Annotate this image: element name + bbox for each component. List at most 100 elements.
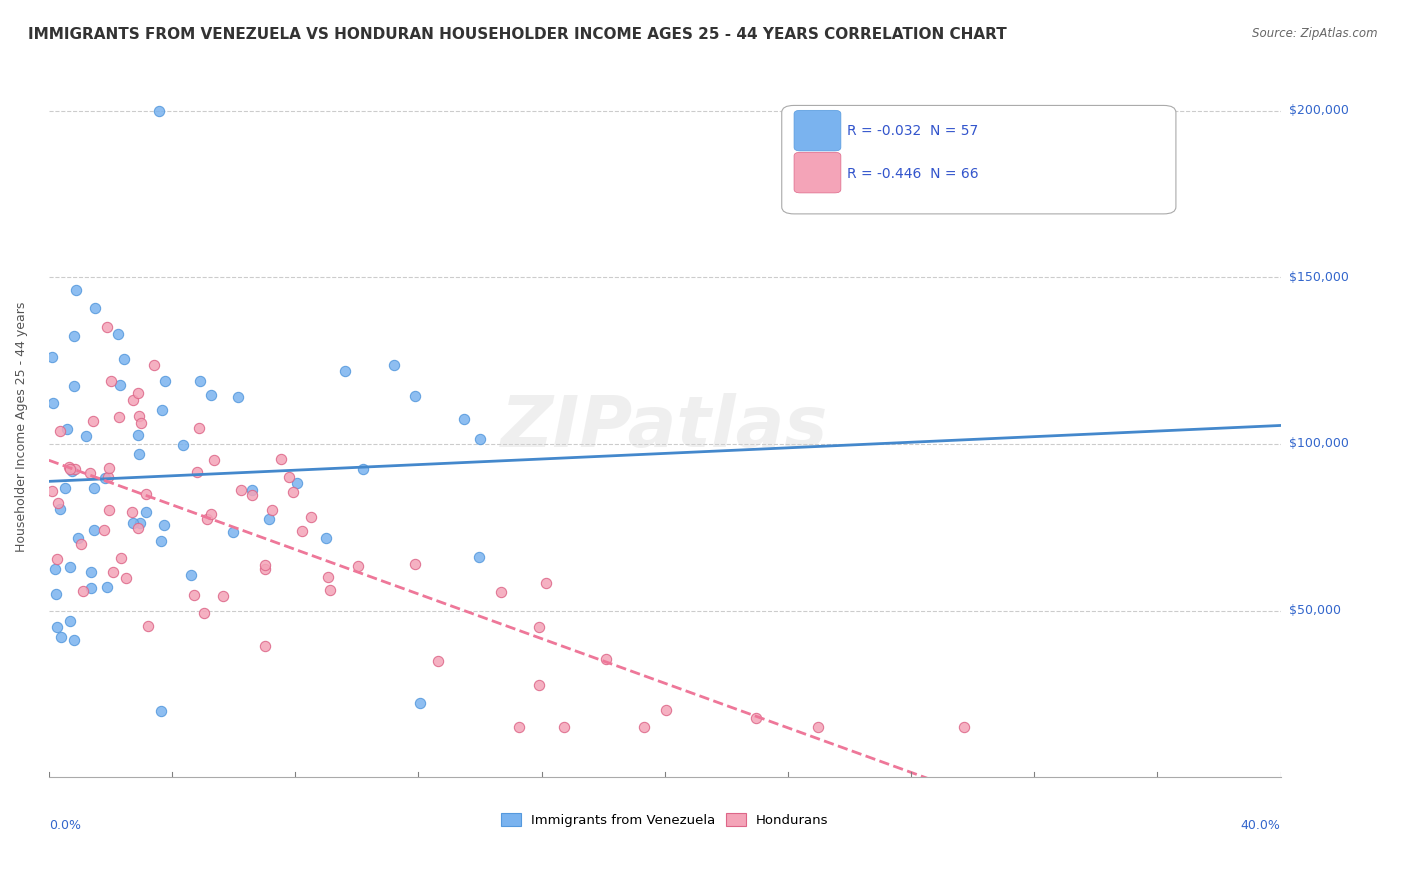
Hondurans bbox=[508, 720, 530, 734]
Text: 0.0%: 0.0% bbox=[49, 819, 80, 832]
Hondurans bbox=[128, 409, 150, 424]
Hondurans bbox=[183, 589, 205, 603]
Hondurans bbox=[122, 393, 145, 408]
Venezuela bbox=[53, 481, 76, 495]
Venezuela bbox=[127, 428, 149, 442]
Venezuela bbox=[59, 614, 82, 628]
Venezuela bbox=[80, 565, 103, 579]
Venezuela bbox=[190, 374, 212, 388]
Legend: Immigrants from Venezuela, Hondurans: Immigrants from Venezuela, Hondurans bbox=[494, 806, 835, 833]
Hondurans bbox=[186, 465, 208, 479]
Hondurans bbox=[46, 496, 69, 510]
Hondurans bbox=[97, 502, 120, 516]
Venezuela bbox=[180, 567, 202, 582]
Hondurans bbox=[59, 462, 82, 476]
Hondurans bbox=[200, 508, 222, 522]
Hondurans bbox=[93, 524, 115, 538]
Venezuela bbox=[470, 432, 492, 446]
Hondurans bbox=[291, 524, 314, 539]
Venezuela bbox=[135, 505, 157, 519]
Hondurans bbox=[108, 409, 131, 424]
Hondurans bbox=[82, 414, 104, 428]
Venezuela bbox=[226, 390, 249, 404]
Venezuela bbox=[83, 481, 105, 495]
Hondurans bbox=[41, 483, 63, 498]
Hondurans bbox=[807, 720, 830, 734]
Hondurans bbox=[655, 703, 678, 717]
Hondurans bbox=[633, 720, 655, 734]
Hondurans bbox=[121, 505, 143, 519]
Venezuela bbox=[221, 524, 243, 539]
Venezuela bbox=[62, 633, 84, 648]
Hondurans bbox=[188, 421, 211, 435]
Venezuela bbox=[75, 429, 97, 443]
Hondurans bbox=[193, 606, 215, 620]
Hondurans bbox=[127, 386, 149, 401]
Y-axis label: Householder Income Ages 25 - 44 years: Householder Income Ages 25 - 44 years bbox=[15, 302, 28, 552]
Hondurans bbox=[262, 503, 284, 517]
Hondurans bbox=[281, 485, 304, 500]
Venezuela bbox=[83, 523, 105, 537]
Hondurans bbox=[299, 510, 322, 524]
Venezuela bbox=[60, 464, 83, 478]
Venezuela bbox=[107, 326, 129, 341]
Hondurans bbox=[69, 536, 91, 550]
Venezuela bbox=[44, 562, 66, 576]
Venezuela bbox=[62, 329, 84, 343]
Text: ZIPatlas: ZIPatlas bbox=[501, 392, 828, 462]
Venezuela bbox=[63, 379, 86, 393]
Venezuela bbox=[453, 412, 475, 426]
Hondurans bbox=[404, 557, 426, 571]
Hondurans bbox=[127, 521, 149, 535]
Hondurans bbox=[100, 374, 122, 388]
FancyBboxPatch shape bbox=[794, 111, 841, 151]
Venezuela bbox=[408, 696, 430, 710]
Venezuela bbox=[155, 374, 177, 388]
Hondurans bbox=[63, 462, 86, 476]
Hondurans bbox=[135, 486, 157, 500]
Venezuela bbox=[56, 422, 79, 436]
Venezuela bbox=[153, 517, 176, 532]
Venezuela bbox=[65, 284, 87, 298]
Venezuela bbox=[110, 378, 132, 392]
Hondurans bbox=[231, 483, 253, 497]
Hondurans bbox=[115, 571, 138, 585]
Venezuela bbox=[94, 471, 117, 485]
Venezuela bbox=[45, 586, 67, 600]
Text: $50,000: $50,000 bbox=[1289, 604, 1341, 617]
Text: R = -0.032  N = 57: R = -0.032 N = 57 bbox=[846, 124, 979, 138]
Hondurans bbox=[534, 576, 557, 591]
Venezuela bbox=[468, 550, 491, 565]
Hondurans bbox=[253, 561, 276, 575]
Text: IMMIGRANTS FROM VENEZUELA VS HONDURAN HOUSEHOLDER INCOME AGES 25 - 44 YEARS CORR: IMMIGRANTS FROM VENEZUELA VS HONDURAN HO… bbox=[28, 27, 1007, 42]
Venezuela bbox=[129, 516, 152, 530]
Venezuela bbox=[240, 483, 263, 497]
Hondurans bbox=[96, 320, 118, 334]
FancyBboxPatch shape bbox=[782, 105, 1175, 214]
Text: 40.0%: 40.0% bbox=[1240, 819, 1281, 832]
Hondurans bbox=[254, 639, 277, 653]
Venezuela bbox=[42, 396, 65, 410]
Venezuela bbox=[59, 559, 82, 574]
Hondurans bbox=[347, 559, 370, 574]
Hondurans bbox=[101, 565, 124, 579]
Venezuela bbox=[83, 301, 105, 315]
Hondurans bbox=[253, 558, 276, 573]
Venezuela bbox=[112, 351, 135, 366]
Venezuela bbox=[333, 364, 356, 378]
Venezuela bbox=[382, 359, 405, 373]
Hondurans bbox=[240, 488, 263, 502]
Hondurans bbox=[131, 417, 153, 431]
Hondurans bbox=[195, 511, 218, 525]
Hondurans bbox=[136, 619, 159, 633]
Text: $100,000: $100,000 bbox=[1289, 437, 1348, 450]
Venezuela bbox=[67, 531, 90, 545]
Venezuela bbox=[80, 581, 103, 595]
Venezuela bbox=[128, 447, 150, 461]
Hondurans bbox=[143, 358, 166, 372]
Hondurans bbox=[212, 589, 235, 603]
Venezuela bbox=[150, 533, 173, 548]
Venezuela bbox=[148, 103, 170, 118]
Venezuela bbox=[285, 476, 308, 491]
Venezuela bbox=[150, 403, 173, 417]
